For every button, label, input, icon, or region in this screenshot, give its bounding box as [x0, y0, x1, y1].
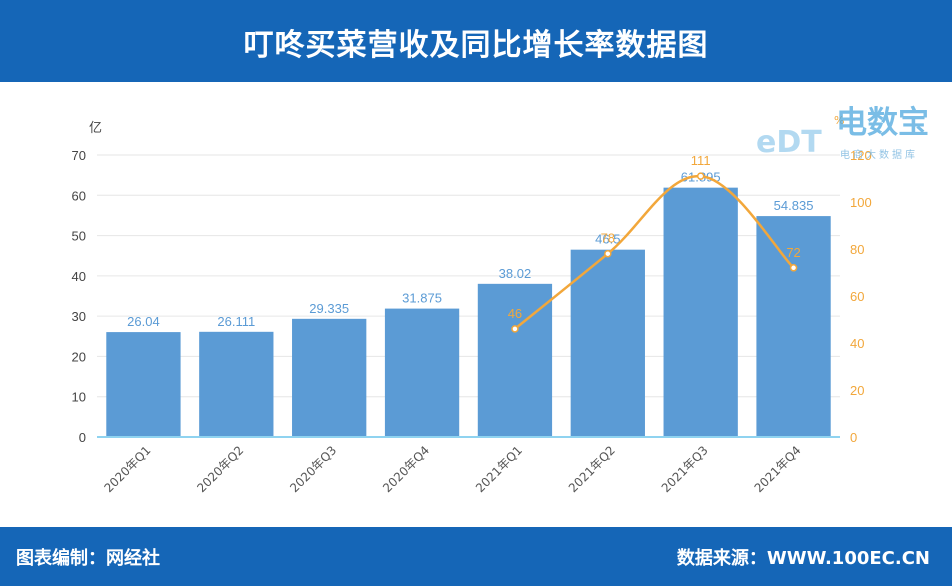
- y-tick-label: 20: [72, 349, 86, 364]
- y2-tick-label: 0: [850, 430, 857, 445]
- x-tick-label: 2021年Q1: [473, 443, 525, 495]
- x-tick-label: 2020年Q1: [101, 443, 153, 495]
- growth-value-label: 111: [691, 153, 711, 168]
- y-tick-label: 0: [79, 430, 86, 445]
- y2-axis-unit: %: [834, 114, 844, 127]
- bar: [570, 249, 645, 437]
- bar: [756, 216, 831, 437]
- y2-tick-label: 100: [850, 195, 872, 210]
- bar: [384, 308, 460, 437]
- y-tick-label: 10: [72, 390, 86, 405]
- bar: [663, 187, 738, 437]
- bar-value-label: 31.875: [402, 291, 442, 306]
- bar-value-label: 26.04: [127, 314, 160, 329]
- growth-point: [511, 325, 519, 333]
- bar-value-label: 38.02: [499, 266, 532, 281]
- bar: [106, 332, 181, 437]
- y2-tick-label: 40: [850, 336, 864, 351]
- bar: [292, 318, 367, 437]
- y-tick-label: 40: [72, 269, 86, 284]
- x-tick-label: 2020年Q2: [194, 443, 246, 495]
- chart-title: 叮咚买菜营收及同比增长率数据图: [243, 28, 709, 63]
- footer-credit: 图表编制：网经社: [16, 548, 160, 569]
- y2-tick-label: 80: [850, 242, 864, 257]
- y-tick-label: 50: [72, 229, 86, 244]
- x-tick-label: 2020年Q3: [287, 443, 339, 495]
- x-tick-label: 2021年Q4: [752, 443, 804, 495]
- footer-bar: 图表编制：网经社 数据来源：WWW.100EC.CN: [0, 527, 952, 586]
- growth-value-label: 78: [601, 231, 615, 246]
- watermark-brand: 电数宝: [836, 105, 929, 141]
- revenue-growth-chart: 0 10 20 30 40 50 60 70 0 20 40 60 80 100 120 亿% eDT 电数宝电商…: [72, 105, 929, 495]
- bar-value-label: 26.111: [217, 314, 255, 329]
- bar-value-label: 54.835: [774, 198, 814, 213]
- growth-value-label: 72: [786, 245, 800, 260]
- bar-value-label: 46.5: [595, 232, 620, 247]
- x-tick-label: 2021年Q3: [659, 443, 711, 495]
- growth-point: [604, 249, 612, 258]
- x-tick-label: 2021年Q2: [566, 443, 618, 495]
- y-tick-label: 70: [72, 148, 86, 163]
- y-tick-label: 30: [72, 309, 86, 324]
- y-tick-label: 60: [72, 188, 86, 203]
- watermark-badge: eDT: [756, 125, 822, 160]
- header-bar: 叮咚买菜营收及同比增长率数据图: [0, 0, 952, 82]
- y-axis-unit: 亿: [89, 121, 102, 136]
- y2-tick-label: 60: [850, 289, 864, 304]
- watermark-tagline: 电商大数据库: [840, 148, 918, 161]
- chart-area: 0 10 20 30 40 50 60 70 0 20 40 60 80 100 120 亿% eDT 电数宝电商…: [0, 82, 952, 527]
- x-tick-label: 2020年Q4: [380, 443, 432, 495]
- growth-line: [514, 174, 795, 330]
- bar-value-label: 29.335: [309, 301, 349, 316]
- growth-value-label: 46: [508, 306, 522, 321]
- y2-tick-label: 20: [850, 383, 864, 398]
- y2-tick-label: 120: [850, 148, 872, 163]
- growth-point: [789, 264, 798, 272]
- footer-source: 数据来源：WWW.100EC.CN: [676, 548, 930, 569]
- growth-point: [696, 172, 705, 180]
- bar: [199, 331, 274, 437]
